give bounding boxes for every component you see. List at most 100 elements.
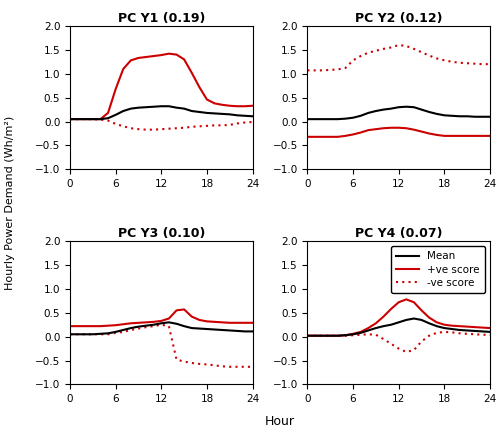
Mean bbox=[434, 324, 440, 329]
Mean bbox=[411, 105, 417, 110]
+ve score bbox=[82, 117, 88, 122]
Title: PC Y2 (0.12): PC Y2 (0.12) bbox=[355, 12, 442, 25]
+ve score bbox=[487, 325, 493, 330]
Mean bbox=[380, 107, 386, 112]
-ve score bbox=[136, 127, 141, 132]
Mean bbox=[464, 328, 470, 333]
+ve score bbox=[388, 125, 394, 130]
-ve score bbox=[242, 120, 248, 125]
-ve score bbox=[304, 68, 310, 73]
Mean bbox=[411, 316, 417, 321]
-ve score bbox=[418, 339, 424, 344]
-ve score bbox=[112, 121, 118, 127]
Mean bbox=[82, 332, 88, 337]
Line: +ve score: +ve score bbox=[308, 128, 490, 137]
-ve score bbox=[342, 333, 348, 338]
Line: -ve score: -ve score bbox=[308, 45, 490, 70]
-ve score bbox=[212, 363, 218, 368]
+ve score bbox=[219, 102, 225, 108]
-ve score bbox=[373, 48, 379, 54]
+ve score bbox=[442, 322, 448, 327]
+ve score bbox=[320, 333, 326, 338]
+ve score bbox=[418, 308, 424, 313]
Mean bbox=[82, 117, 88, 122]
Mean bbox=[234, 328, 240, 334]
+ve score bbox=[150, 319, 156, 324]
+ve score bbox=[304, 333, 310, 338]
+ve score bbox=[105, 110, 111, 115]
-ve score bbox=[150, 127, 156, 132]
-ve score bbox=[480, 332, 486, 337]
Mean bbox=[373, 325, 379, 330]
+ve score bbox=[98, 324, 103, 329]
Mean bbox=[212, 111, 218, 116]
-ve score bbox=[150, 324, 156, 329]
-ve score bbox=[380, 46, 386, 51]
+ve score bbox=[181, 307, 187, 312]
+ve score bbox=[120, 322, 126, 327]
-ve score bbox=[388, 341, 394, 346]
+ve score bbox=[404, 126, 409, 131]
+ve score bbox=[196, 85, 202, 90]
Mean bbox=[358, 330, 364, 335]
-ve score bbox=[196, 361, 202, 366]
+ve score bbox=[327, 333, 333, 338]
+ve score bbox=[158, 318, 164, 324]
+ve score bbox=[112, 86, 118, 92]
+ve score bbox=[464, 324, 470, 329]
-ve score bbox=[487, 62, 493, 67]
+ve score bbox=[90, 324, 96, 329]
+ve score bbox=[396, 125, 402, 130]
Mean bbox=[320, 333, 326, 338]
+ve score bbox=[480, 133, 486, 139]
Mean bbox=[204, 327, 210, 332]
Mean bbox=[105, 331, 111, 336]
-ve score bbox=[442, 58, 448, 63]
-ve score bbox=[120, 329, 126, 334]
-ve score bbox=[388, 45, 394, 50]
-ve score bbox=[456, 331, 462, 336]
-ve score bbox=[380, 337, 386, 342]
+ve score bbox=[181, 57, 187, 62]
+ve score bbox=[136, 55, 141, 60]
Mean bbox=[304, 333, 310, 338]
Mean bbox=[327, 333, 333, 338]
Mean bbox=[456, 327, 462, 333]
-ve score bbox=[464, 60, 470, 66]
Mean bbox=[67, 332, 73, 337]
Mean bbox=[188, 108, 194, 114]
+ve score bbox=[456, 133, 462, 139]
-ve score bbox=[350, 333, 356, 338]
-ve score bbox=[196, 124, 202, 129]
Mean bbox=[350, 115, 356, 120]
-ve score bbox=[166, 126, 172, 131]
-ve score bbox=[426, 333, 432, 338]
-ve score bbox=[204, 362, 210, 367]
+ve score bbox=[472, 133, 478, 139]
Mean bbox=[480, 114, 486, 119]
+ve score bbox=[196, 318, 202, 323]
-ve score bbox=[320, 333, 326, 338]
-ve score bbox=[335, 67, 341, 72]
+ve score bbox=[480, 325, 486, 330]
+ve score bbox=[426, 315, 432, 320]
Line: -ve score: -ve score bbox=[70, 325, 252, 367]
+ve score bbox=[74, 117, 80, 122]
-ve score bbox=[74, 332, 80, 337]
Mean bbox=[150, 104, 156, 109]
Mean bbox=[304, 117, 310, 122]
-ve score bbox=[219, 123, 225, 128]
+ve score bbox=[366, 127, 372, 133]
Mean bbox=[181, 106, 187, 111]
Mean bbox=[74, 332, 80, 337]
Mean bbox=[242, 329, 248, 334]
Mean bbox=[181, 324, 187, 329]
-ve score bbox=[404, 349, 409, 355]
Mean bbox=[373, 108, 379, 114]
Mean bbox=[442, 325, 448, 330]
Mean bbox=[98, 331, 103, 337]
+ve score bbox=[166, 316, 172, 321]
Mean bbox=[90, 117, 96, 122]
Mean bbox=[242, 113, 248, 118]
Mean bbox=[480, 329, 486, 334]
